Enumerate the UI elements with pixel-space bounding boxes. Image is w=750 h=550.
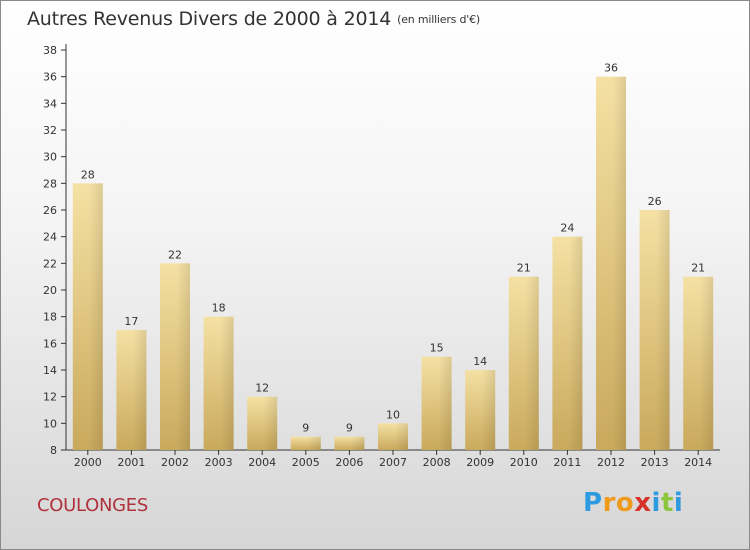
bar-value-label: 22	[168, 248, 182, 261]
y-tick-label: 34	[43, 97, 57, 110]
x-tick-label: 2008	[423, 456, 451, 469]
bar-shade	[220, 316, 234, 450]
y-tick-label: 28	[43, 177, 57, 190]
x-tick-label: 2003	[205, 456, 233, 469]
y-tick-label: 26	[43, 204, 57, 217]
y-tick-label: 10	[43, 417, 57, 430]
bar-value-label: 28	[81, 168, 95, 181]
logo-letter: o	[615, 488, 635, 518]
x-tick-label: 2012	[597, 456, 625, 469]
bar-shade	[394, 423, 408, 450]
bar-value-label: 10	[386, 408, 400, 421]
bar-value-label: 18	[212, 302, 226, 315]
y-tick-label: 18	[43, 311, 57, 324]
chart-title: Autres Revenus Divers de 2000 à 2014 (en …	[27, 8, 480, 30]
x-tick-label: 2010	[510, 456, 538, 469]
x-tick-label: 2002	[161, 456, 189, 469]
y-tick-label: 12	[43, 391, 57, 404]
x-tick-label: 2011	[553, 456, 581, 469]
x-tick-label: 2007	[379, 456, 407, 469]
x-tick-label: 2009	[466, 456, 494, 469]
bar-value-label: 26	[648, 195, 662, 208]
bar-value-label: 21	[691, 262, 705, 275]
y-tick-label: 38	[43, 44, 57, 57]
bar-value-label: 9	[302, 422, 309, 435]
x-tick-label: 2005	[292, 456, 320, 469]
bar-value-label: 14	[473, 355, 487, 368]
y-tick-label: 22	[43, 257, 57, 270]
bar-shade	[132, 330, 147, 450]
bar-shade	[438, 356, 452, 450]
bar-shade	[568, 236, 583, 450]
logo-letter: t	[660, 488, 674, 518]
x-tick-label: 2006	[335, 456, 363, 469]
bar-value-label: 21	[517, 262, 531, 275]
bar-shade	[176, 263, 190, 450]
logo-letter: r	[602, 488, 616, 518]
bar-shade	[699, 276, 714, 450]
logo-letter: i	[673, 488, 684, 518]
y-tick-label: 14	[43, 364, 57, 377]
x-tick-label: 2000	[74, 456, 102, 469]
bar-shade	[89, 183, 103, 451]
bar-value-label: 24	[560, 222, 574, 235]
y-tick-label: 32	[43, 124, 57, 137]
bar-value-label: 15	[430, 342, 444, 355]
bar-value-label: 9	[346, 422, 353, 435]
x-tick-label: 2014	[684, 456, 712, 469]
bar-value-label: 36	[604, 62, 618, 75]
bar-shade	[656, 210, 670, 450]
city-name: COULONGES	[37, 495, 148, 516]
bar-shade	[263, 396, 278, 450]
logo-letter: P	[583, 488, 603, 518]
bar-shade	[481, 370, 496, 450]
logo-letter: i	[651, 488, 661, 518]
proxiti-logo: Proxiti	[583, 488, 683, 518]
y-tick-label: 8	[50, 444, 57, 457]
bar-shade	[350, 436, 365, 450]
y-tick-label: 16	[43, 337, 57, 350]
bar-shade	[525, 276, 539, 450]
y-tick-label: 30	[43, 151, 57, 164]
x-tick-label: 2001	[117, 456, 145, 469]
y-tick-label: 20	[43, 284, 57, 297]
x-tick-label: 2004	[248, 456, 276, 469]
logo-letter: x	[634, 488, 652, 518]
chart-title-unit: (en milliers d'€)	[397, 13, 481, 26]
y-tick-label: 36	[43, 71, 57, 84]
bar-value-label: 17	[124, 315, 138, 328]
bar-value-label: 12	[255, 382, 269, 395]
y-tick-label: 24	[43, 231, 57, 244]
bar-shade	[612, 76, 626, 451]
x-tick-label: 2013	[641, 456, 669, 469]
bar-shade	[307, 436, 321, 450]
chart-title-text: Autres Revenus Divers de 2000 à 2014	[27, 8, 392, 30]
